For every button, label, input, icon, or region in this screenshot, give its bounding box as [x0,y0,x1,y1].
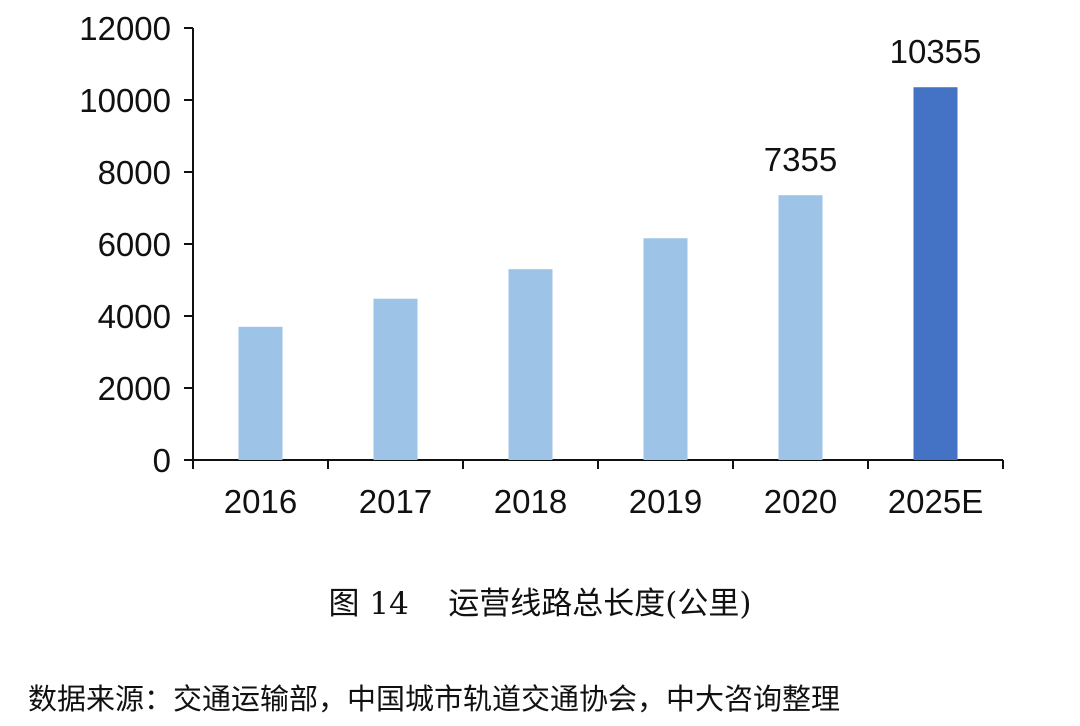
y-tick-label: 0 [153,442,171,479]
data-labels: 7355 10355 [764,33,982,178]
y-tick-label: 8000 [98,154,171,191]
x-axis: 2016 2017 2018 2019 2020 2025E [192,459,1004,520]
x-tick-label: 2016 [224,483,297,520]
bar-2019 [643,238,688,460]
source-note: 数据来源：交通运输部，中国城市轨道交通协会，中大咨询整理 [28,682,841,716]
bar-2016 [238,326,283,460]
figure-caption: 图 14 运营线路总长度(公里) [328,586,752,622]
x-tick-label: 2019 [629,483,702,520]
bars [238,87,958,460]
y-tick-label: 6000 [98,226,171,263]
x-tick-label: 2018 [494,483,567,520]
data-label-2020: 7355 [764,141,837,178]
bar-2025E [913,87,958,460]
x-tick-label: 2020 [764,483,837,520]
bar-2017 [373,298,418,460]
bar-chart: 0 2000 4000 6000 8000 10000 12000 2016 2017 2018… [79,10,1004,520]
data-label-2025E: 10355 [890,33,982,70]
y-tick-label: 12000 [79,10,171,47]
bar-2020 [778,195,823,460]
y-axis: 0 2000 4000 6000 8000 10000 12000 [79,10,194,479]
y-tick-label: 10000 [79,82,171,119]
x-tick-label: 2017 [359,483,432,520]
x-tick-label: 2025E [888,483,983,520]
y-tick-label: 2000 [98,370,171,407]
bar-2018 [508,269,553,460]
y-tick-label: 4000 [98,298,171,335]
